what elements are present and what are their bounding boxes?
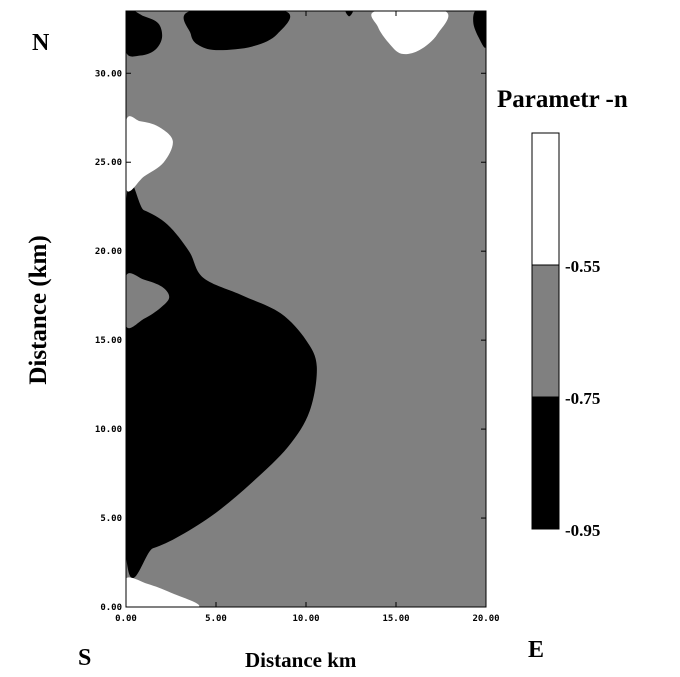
y-axis-label: Distance (km) (25, 235, 52, 384)
y-tick-label: 0.00 (100, 603, 122, 613)
y-tick-label: 25.00 (95, 158, 122, 168)
contour-region-black-main-lobe (126, 181, 317, 579)
contour-region-black-top-center (183, 11, 291, 51)
legend-swatches (531, 132, 560, 530)
axis-ticks: 0.00 5.00 10.00 15.00 20.00 0.00 5.00 10.00 15.0… (95, 11, 500, 624)
plot-area: 0.00 5.00 10.00 15.00 20.00 0.00 5.00 10.00 15.0… (95, 10, 500, 624)
y-tick-label: 20.00 (95, 247, 122, 257)
x-axis-label: Distance km (245, 648, 357, 672)
legend-level-label: -0.95 (565, 521, 600, 540)
y-tick-label: 15.00 (95, 336, 122, 346)
legend: Parametr -n -0.55 -0.75 -0.95 (497, 86, 628, 540)
legend-swatch (531, 396, 560, 530)
contour-region-white-left-blob (126, 116, 173, 192)
x-tick-label: 15.00 (382, 614, 409, 624)
north-label: N (32, 30, 50, 56)
x-tick-label: 5.00 (205, 614, 227, 624)
y-tick-label: 5.00 (100, 514, 122, 524)
legend-swatch (531, 132, 560, 266)
contour-region-gray-inner-island (126, 273, 170, 329)
y-tick-label: 10.00 (95, 425, 122, 435)
y-tick-label: 30.00 (95, 69, 122, 79)
legend-title: Parametr -n (497, 86, 628, 113)
x-tick-label: 0.00 (115, 614, 137, 624)
contour-region-black-top-speck (345, 11, 353, 17)
south-label: S (78, 645, 91, 671)
contour-region-black-top-right-edge (473, 11, 486, 48)
x-tick-label: 10.00 (292, 614, 319, 624)
contour-regions (126, 11, 486, 607)
contour-region-black-top-left (126, 11, 163, 57)
legend-level-label: -0.75 (565, 389, 600, 408)
contour-region-white-bottom-corner (126, 577, 200, 607)
east-label: E (528, 637, 544, 663)
contour-region-white-top-right (371, 11, 449, 55)
legend-labels: -0.55 -0.75 -0.95 (565, 257, 600, 540)
legend-swatch (531, 264, 560, 398)
legend-level-label: -0.55 (565, 257, 600, 276)
x-tick-label: 20.00 (472, 614, 499, 624)
